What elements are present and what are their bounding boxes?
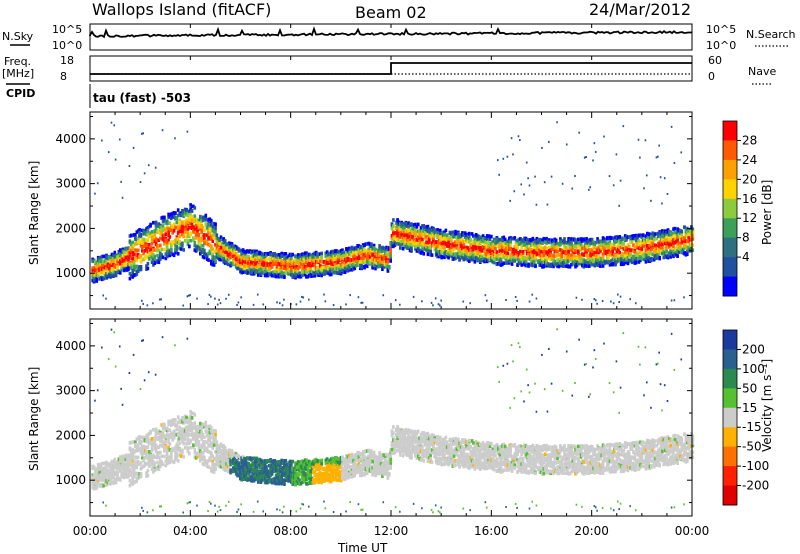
power-colorbar-tick-4: 4	[742, 250, 750, 264]
velocity-ytick-3000: 3000	[55, 384, 86, 398]
noise-left-label: N.Sky	[2, 30, 34, 43]
power-colorbar-tick-28: 28	[742, 133, 757, 147]
noise-right-tick-top: 10^5	[706, 23, 736, 36]
power-colorbar-tick-24: 24	[742, 153, 757, 167]
power-colorbar-swatch-0	[723, 121, 737, 141]
power-echoes	[91, 121, 695, 307]
velocity-frame	[89, 318, 693, 517]
velocity-colorbar-tick--50: -50	[742, 440, 762, 454]
power-ytick-3000: 3000	[55, 177, 86, 191]
power-colorbar: 28 24 20 16 12 8 4	[722, 120, 757, 297]
date-title: 24/Mar/2012	[589, 0, 691, 19]
power-colorbar-label: Power [dB]	[760, 180, 774, 245]
x-tick-label-5: 20:00	[574, 524, 609, 538]
x-tick-label-0: 00:00	[73, 524, 108, 538]
velocity-ytick-1000: 1000	[55, 473, 86, 487]
x-tick-label-1: 04:00	[173, 524, 208, 538]
velocity-panel: 1000 2000 3000 4000 Slant Range [km]	[27, 318, 695, 517]
noise-right-tick-bottom: 10^0	[706, 39, 736, 52]
power-colorbar-swatch-8	[723, 276, 737, 297]
power-colorbar-swatch-2	[723, 159, 737, 180]
freq-tick-top: 18	[60, 54, 74, 67]
velocity-colorbar-tick-15: 15	[742, 401, 757, 415]
velocity-echoes	[91, 328, 695, 514]
frequency-panel: Freq. [MHz] 18 8 60 0 Nave	[2, 54, 776, 85]
noise-right-label: N.Search	[746, 28, 796, 41]
noise-panel: N.Sky 10^5 10^0 10^5 10^0 N.Search	[2, 23, 796, 52]
power-frame	[89, 111, 693, 310]
velocity-colorbar-swatch-4	[723, 407, 737, 428]
velocity-colorbar-tick--200: -200	[742, 479, 769, 493]
velocity-colorbar-swatch-1	[723, 349, 737, 370]
velocity-colorbar-tick-200: 200	[742, 342, 765, 356]
freq-tick-bottom: 8	[60, 70, 67, 83]
x-tick-label-2: 08:00	[273, 524, 308, 538]
power-colorbar-swatch-4	[723, 198, 737, 219]
velocity-colorbar-swatch-8	[723, 485, 737, 506]
station-title: Wallops Island (fitACF)	[92, 0, 271, 19]
velocity-colorbar-tick-50: 50	[742, 381, 757, 395]
x-axis-label: Time UT	[337, 541, 388, 554]
velocity-ytick-2000: 2000	[55, 428, 86, 442]
power-ytick-1000: 1000	[55, 266, 86, 280]
noise-trace	[89, 26, 693, 39]
velocity-colorbar-tick--15: -15	[742, 420, 762, 434]
velocity-colorbar-tick-100: 100	[742, 362, 765, 376]
power-colorbar-tick-20: 20	[742, 172, 757, 186]
power-colorbar-tick-16: 16	[742, 192, 757, 206]
x-tick-label-4: 16:00	[474, 524, 509, 538]
noise-left-tick-top: 10^5	[52, 23, 82, 36]
cpid-value: tau (fast) -503	[93, 91, 191, 105]
power-colorbar-swatch-7	[723, 257, 737, 278]
velocity-colorbar-swatch-6	[723, 446, 737, 467]
x-tick-label-6: 00:00	[675, 524, 710, 538]
x-tick-label-3: 12:00	[374, 524, 409, 538]
power-colorbar-swatch-5	[723, 218, 737, 239]
nave-tick-top: 60	[708, 54, 722, 67]
noise-left-tick-bottom: 10^0	[52, 39, 82, 52]
power-ytick-2000: 2000	[55, 221, 86, 235]
nave-tick-bottom: 0	[708, 70, 715, 83]
freq-unit-label: [MHz]	[2, 67, 34, 80]
velocity-ytick-4000: 4000	[55, 339, 86, 353]
power-colorbar-tick-8: 8	[742, 231, 750, 245]
power-ylabel: Slant Range [km]	[27, 161, 41, 265]
velocity-colorbar-label: Velocity [m s⁻¹]	[760, 359, 774, 452]
power-colorbar-tick-12: 12	[742, 211, 757, 225]
velocity-colorbar-swatch-2	[723, 368, 737, 389]
velocity-colorbar-swatch-7	[723, 466, 737, 487]
velocity-colorbar-swatch-0	[723, 330, 737, 350]
beam-title: Beam 02	[355, 3, 427, 22]
cpid-label: CPID	[6, 87, 35, 100]
power-colorbar-swatch-1	[723, 140, 737, 161]
time-axis: 00:00 04:00 08:00 12:00 16:00 20:00 00:00	[73, 24, 710, 538]
velocity-colorbar-swatch-3	[723, 388, 737, 409]
cpid-panel: CPID tau (fast) -503	[6, 83, 191, 108]
power-colorbar-swatch-3	[723, 179, 737, 200]
power-colorbar-swatch-6	[723, 237, 737, 258]
nave-label: Nave	[748, 65, 776, 78]
frequency-trace	[90, 62, 692, 75]
power-ytick-4000: 4000	[55, 132, 86, 146]
velocity-colorbar: 200 100 50 15 -15 -50 -100 -200	[722, 329, 769, 506]
velocity-colorbar-swatch-5	[723, 427, 737, 448]
velocity-ylabel: Slant Range [km]	[27, 367, 41, 471]
power-panel: 1000 2000 3000 4000 Slant Range [km]	[27, 111, 695, 310]
velocity-colorbar-tick--100: -100	[742, 459, 769, 473]
freq-label: Freq.	[4, 55, 31, 68]
